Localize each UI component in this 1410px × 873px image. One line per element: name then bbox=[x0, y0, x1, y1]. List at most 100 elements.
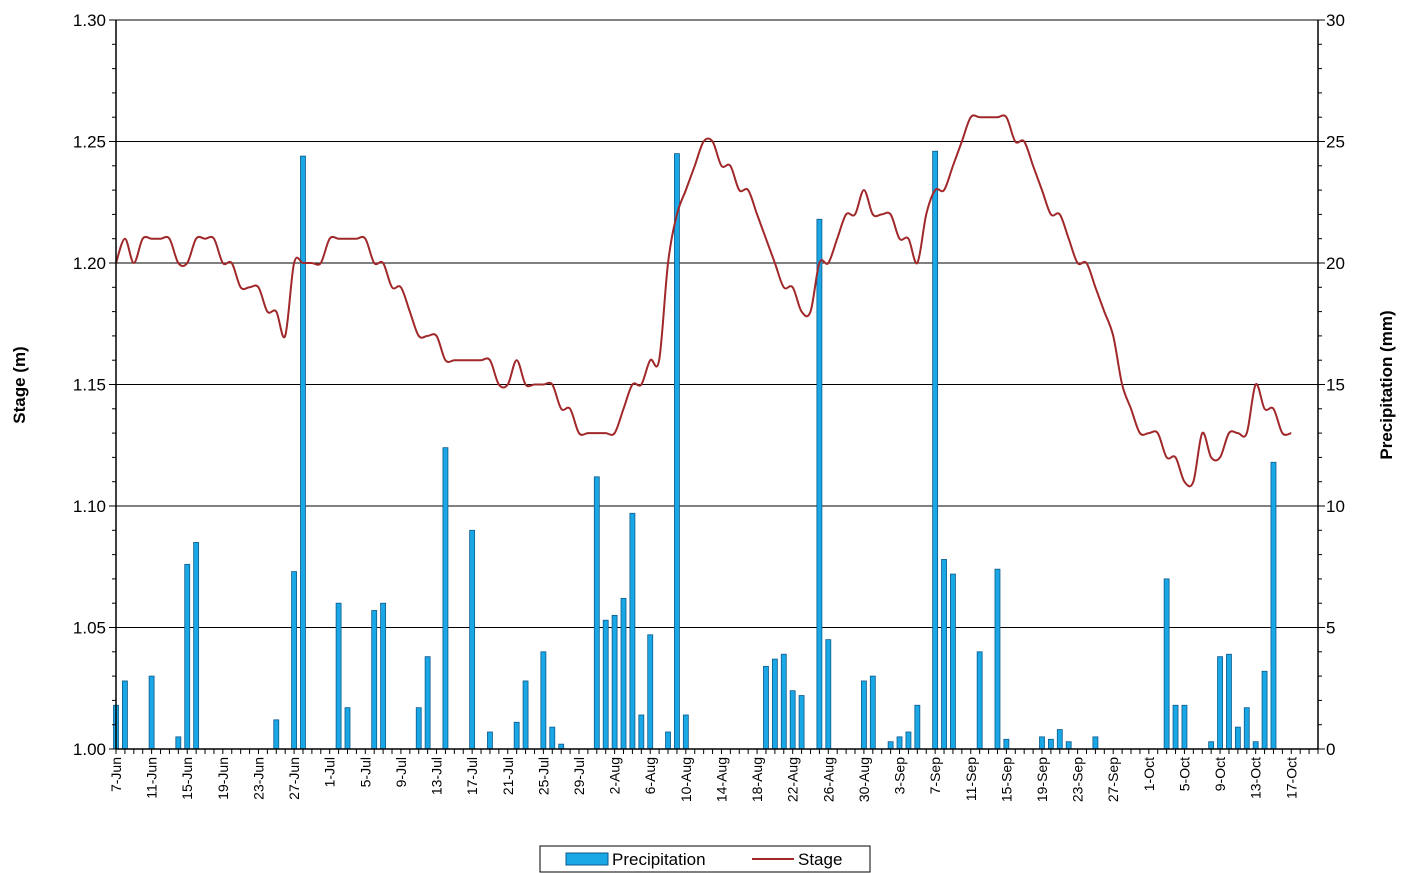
x-tick-label: 27-Jun bbox=[286, 757, 302, 800]
precipitation-bar bbox=[1003, 738, 1010, 750]
precipitation-bar bbox=[914, 704, 921, 750]
precipitation-bar bbox=[549, 726, 556, 750]
precipitation-bar bbox=[300, 155, 306, 750]
y-tick-label: 1.05 bbox=[73, 619, 106, 638]
stage-line-group bbox=[115, 114, 1292, 488]
y-tick-label: 1.20 bbox=[73, 254, 106, 273]
precipitation-bar bbox=[638, 714, 645, 750]
y-tick-label: 1.15 bbox=[73, 376, 106, 395]
precipitation-bar bbox=[540, 651, 547, 750]
precipitation-bar bbox=[344, 707, 351, 750]
x-tick-label: 2-Aug bbox=[607, 757, 623, 794]
x-tick-label: 9-Jul bbox=[393, 757, 409, 787]
precipitation-bar bbox=[184, 563, 191, 750]
precipitation-bars bbox=[113, 150, 1277, 750]
left-axis-title: Stage (m) bbox=[10, 346, 29, 423]
x-tick-label: 1-Jul bbox=[322, 757, 338, 787]
y-tick-label: 1.00 bbox=[73, 740, 106, 759]
precipitation-bar bbox=[148, 675, 155, 750]
precipitation-bar bbox=[816, 218, 823, 750]
x-tick-label: 29-Jul bbox=[571, 757, 587, 795]
precipitation-bar bbox=[1261, 670, 1268, 750]
precipitation-bar bbox=[665, 731, 671, 750]
precipitation-bar bbox=[780, 653, 787, 750]
x-tick-label: 5-Oct bbox=[1176, 757, 1192, 791]
precipitation-bar bbox=[1039, 736, 1045, 750]
y-tick-label: 1.10 bbox=[73, 497, 106, 516]
y-tick-label: 1.30 bbox=[73, 11, 106, 30]
x-tick-label: 23-Jun bbox=[250, 757, 266, 800]
precipitation-bar bbox=[1092, 736, 1099, 750]
precipitation-bar bbox=[122, 680, 128, 750]
precipitation-bar bbox=[1065, 741, 1072, 750]
x-tick-label: 19-Sep bbox=[1034, 757, 1050, 802]
x-tick-label: 11-Sep bbox=[963, 757, 979, 801]
precipitation-bar bbox=[1252, 741, 1259, 750]
precipitation-bar bbox=[674, 153, 680, 750]
precipitation-bar bbox=[932, 150, 939, 750]
precipitation-bar bbox=[469, 529, 476, 750]
precipitation-bar bbox=[487, 731, 493, 750]
precipitation-bar bbox=[193, 542, 200, 750]
x-tick-label: 11-Jun bbox=[144, 757, 160, 799]
precipitation-bar bbox=[994, 568, 1001, 750]
x-tick-label: 5-Jul bbox=[357, 757, 373, 787]
x-tick-label: 9-Oct bbox=[1212, 757, 1228, 791]
precipitation-bar bbox=[371, 610, 378, 750]
precipitation-bar bbox=[602, 619, 609, 750]
x-tick-label: 15-Jun bbox=[179, 757, 195, 800]
x-tick-label: 23-Sep bbox=[1070, 757, 1086, 802]
precipitation-bar bbox=[513, 721, 520, 750]
y2-tick-label: 30 bbox=[1326, 11, 1345, 30]
precipitation-bar bbox=[1226, 653, 1232, 750]
x-tick-label: 10-Aug bbox=[678, 757, 694, 802]
y2-tick-label: 20 bbox=[1326, 254, 1345, 273]
precipitation-bar bbox=[611, 614, 618, 750]
precipitation-bar bbox=[1270, 461, 1277, 750]
stage-line bbox=[115, 114, 1292, 488]
y2-tick-label: 5 bbox=[1326, 619, 1335, 638]
x-tick-label: 13-Jul bbox=[429, 757, 445, 795]
x-tick-label: 30-Aug bbox=[856, 757, 872, 802]
legend-precipitation-label: Precipitation bbox=[612, 850, 706, 869]
x-tick-label: 13-Oct bbox=[1248, 757, 1264, 799]
precipitation-bar bbox=[629, 512, 636, 750]
y-tick-label: 1.25 bbox=[73, 133, 106, 152]
x-tick-label: 17-Jul bbox=[464, 757, 480, 795]
legend: Precipitation Stage bbox=[539, 845, 871, 873]
y2-tick-label: 15 bbox=[1326, 376, 1345, 395]
precipitation-bar bbox=[1181, 704, 1188, 750]
precipitation-bar bbox=[869, 675, 876, 750]
right-axis-tick-labels: 0 5 10 15 20 25 30 bbox=[1326, 11, 1345, 759]
precipitation-bar bbox=[941, 559, 947, 750]
precipitation-bar bbox=[380, 602, 387, 750]
x-axis-tick-labels: 7-Jun 11-Jun 15-Jun 19-Jun 23-Jun 27-Jun 1-Jul… bbox=[108, 757, 1299, 802]
x-tick-label: 22-Aug bbox=[785, 757, 801, 802]
precipitation-bar bbox=[950, 573, 956, 750]
x-tick-label: 7-Jun bbox=[108, 757, 124, 792]
precipitation-bar bbox=[825, 639, 832, 750]
precipitation-bar bbox=[1163, 578, 1170, 750]
precipitation-bar bbox=[1172, 704, 1179, 750]
precipitation-bar bbox=[887, 741, 894, 750]
precipitation-bar bbox=[335, 602, 342, 750]
x-tick-label: 19-Jun bbox=[215, 757, 231, 800]
precipitation-bar bbox=[522, 680, 529, 750]
precipitation-bar bbox=[620, 597, 627, 750]
left-axis-tick-labels: 1.00 1.05 1.10 1.15 1.20 1.25 1.30 bbox=[73, 11, 106, 759]
precipitation-bar bbox=[861, 680, 867, 750]
precipitation-bar bbox=[789, 690, 796, 750]
precipitation-bar bbox=[763, 665, 769, 750]
precipitation-bar bbox=[682, 714, 689, 750]
precipitation-bar bbox=[1208, 741, 1215, 750]
x-tick-label: 3-Sep bbox=[892, 757, 908, 795]
x-tick-label: 7-Sep bbox=[927, 757, 943, 795]
x-tick-label: 17-Oct bbox=[1283, 757, 1299, 799]
precipitation-bar bbox=[1243, 707, 1250, 750]
x-tick-label: 1-Oct bbox=[1141, 757, 1157, 791]
y2-tick-label: 25 bbox=[1326, 133, 1345, 152]
x-tick-label: 14-Aug bbox=[713, 757, 729, 802]
precipitation-bar bbox=[273, 719, 280, 750]
precipitation-bar bbox=[647, 634, 654, 750]
